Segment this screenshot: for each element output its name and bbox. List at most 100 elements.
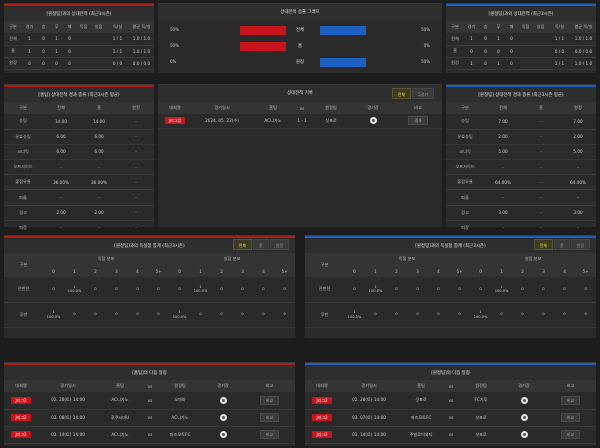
- vs-label: vs: [142, 392, 158, 410]
- col-header: vs: [294, 102, 310, 114]
- note-cell: 결과: [394, 114, 442, 129]
- graph-title: 상대전적 승률 그래프: [158, 4, 442, 21]
- compare-button[interactable]: 비교: [560, 413, 581, 422]
- col-header: 0: [169, 265, 191, 277]
- h2h-right-title: [원정팀]과의 상대전적 (최근3시즌): [446, 4, 596, 21]
- dist-cell: 0: [407, 302, 428, 328]
- cell: 64.00%: [484, 174, 522, 191]
- cell: 0: [492, 45, 505, 58]
- home-team[interactable]: 삿포로: [399, 392, 443, 410]
- table-row: 경고 2.00 2.00-: [4, 205, 154, 221]
- col-header: 구분: [4, 21, 22, 33]
- cell: 0: [505, 33, 518, 46]
- toggle-5games[interactable]: 5경기: [412, 88, 434, 99]
- dist-cell: 0: [274, 277, 296, 303]
- home-team[interactable]: 마즈모토FC: [399, 409, 443, 427]
- dist-cell: 0: [253, 277, 275, 303]
- ball-icon: [520, 431, 528, 438]
- cell: -: [80, 220, 118, 237]
- dist-cell: 0: [428, 302, 449, 328]
- scored-group: 득점 분포: [344, 253, 471, 265]
- header-row: 대회명 경기일시 홈팀 vs 원정팀 경기장 비고: [305, 380, 596, 392]
- away-team[interactable]: 삿포로: [459, 409, 503, 427]
- cell: -: [484, 220, 522, 237]
- toggle-away[interactable]: 원정: [269, 239, 289, 250]
- toggle-home[interactable]: 홈: [252, 239, 269, 250]
- table-row: 슈팅 14.00 14.00-: [4, 114, 154, 130]
- left-bar: [240, 42, 286, 51]
- dist-cell: 0: [575, 302, 597, 328]
- cell: 1: [22, 45, 37, 58]
- home-team[interactable]: AC니가노: [98, 392, 142, 410]
- toggle-home[interactable]: 홈: [553, 239, 570, 250]
- note-cell: 비교: [244, 426, 295, 444]
- cell: -: [42, 189, 80, 206]
- table-row: J리그2 02. 28(토) 14:00 AC니가노 vs 오마야 비교: [4, 392, 295, 410]
- col-header: 2: [386, 265, 407, 277]
- ball-icon: [520, 414, 528, 421]
- compare-button[interactable]: 비교: [259, 395, 280, 405]
- result-stats-left-table: 구분 전체 홈 원정 슈팅 14.00 14.00- 유효슈팅 6.00 6.00- 코너킥 6.00…: [4, 102, 154, 237]
- cell: 0: [63, 33, 76, 46]
- col-header: 1: [491, 265, 513, 277]
- away-team[interactable]: AC니가노: [158, 409, 202, 427]
- next-right-table: 대회명 경기일시 홈팀 vs 원정팀 경기장 비고 J리그2 02. 28(토) 14:00 삿포…: [305, 380, 596, 444]
- graph-row: 50% 홈 0%: [158, 41, 442, 53]
- compare-button[interactable]: 비교: [259, 430, 280, 439]
- cell: 0: [50, 57, 63, 70]
- cell: 6.00: [42, 144, 80, 161]
- dist-cell: 0: [211, 302, 233, 328]
- graph-row: 0% 원정 50%: [158, 57, 442, 69]
- dist-cell: 0: [169, 277, 191, 303]
- result-button[interactable]: 결과: [408, 116, 428, 126]
- compare-button[interactable]: 비교: [560, 395, 581, 405]
- home-team[interactable]: 후쿠시마U: [98, 409, 142, 427]
- row-label: 파울: [446, 189, 484, 206]
- cell: -: [118, 205, 154, 221]
- league-cell: J리그2: [305, 426, 339, 444]
- away-team[interactable]: FC기후: [459, 392, 503, 410]
- home-team[interactable]: AC니가노: [252, 114, 294, 129]
- dist-cell: 0: [575, 277, 597, 303]
- records-panel: 상대전적 기록 전체 5경기 대회명 경기일시 홈팀 vs 원정팀 경기장 비고 J리그컵 …: [158, 84, 442, 227]
- table-row: 후반 1 100.0% 0 0 0 0 0 1 100.0% 0 0 0 0 0: [4, 302, 296, 328]
- col-header: vs: [443, 380, 459, 392]
- note-cell: 비교: [244, 409, 295, 427]
- toggle-all[interactable]: 전체: [232, 239, 252, 250]
- dist-cell: 0: [106, 277, 127, 303]
- dist-cell: 0: [127, 277, 148, 303]
- league-cell: J리그컵: [158, 114, 192, 129]
- dist-cell: 1 100.0%: [190, 277, 212, 303]
- away-team[interactable]: 삿포로: [459, 426, 503, 444]
- home-team[interactable]: AC니가노: [98, 426, 142, 444]
- col-header: 1: [190, 265, 212, 277]
- toggle-away[interactable]: 원정: [570, 239, 590, 250]
- toggle-all[interactable]: 전체: [391, 88, 412, 99]
- row-label: 전체: [4, 33, 22, 46]
- col-header: 구분: [4, 102, 42, 114]
- away-team[interactable]: 삿포로: [310, 114, 352, 129]
- row-label: 전반전: [4, 277, 43, 303]
- row-label: 유효슈팅: [446, 129, 484, 145]
- row-label: 오프사이드: [4, 159, 42, 176]
- compare-button[interactable]: 비교: [259, 413, 280, 422]
- away-team[interactable]: 미즈모토FC: [158, 426, 202, 444]
- home-team[interactable]: 주빌로이와타: [399, 426, 443, 444]
- col-header: 구분: [305, 253, 344, 277]
- dist-cell: 0: [470, 277, 492, 303]
- h2h-left-panel: [원정팀]과의 상대전적 (최근3시즌) 구분 경기 승 무 패 득점 실점 득/실 평균 득/…: [4, 3, 154, 73]
- records-toggle: 전체 5경기: [391, 88, 434, 99]
- graph-label: 홈: [297, 44, 303, 49]
- league-badge: J리그2: [312, 396, 332, 404]
- col-header: 5+: [148, 265, 170, 277]
- toggle-all[interactable]: 전체: [533, 239, 553, 250]
- dist-cell: 0: [211, 277, 233, 303]
- cell: 0: [37, 57, 50, 70]
- compare-button[interactable]: 비교: [560, 430, 581, 439]
- header-row: 대회명 경기일시 홈팀 vs 원정팀 경기장 비고: [4, 380, 295, 392]
- next-left-title: [홈팀]의 다음 일정: [4, 363, 295, 380]
- cell: 0: [479, 57, 492, 70]
- stadium-cell: [352, 114, 394, 129]
- away-team[interactable]: 오마야: [158, 392, 202, 410]
- cell: 64.00%: [560, 174, 596, 191]
